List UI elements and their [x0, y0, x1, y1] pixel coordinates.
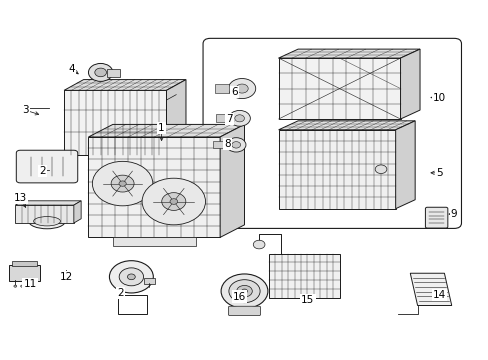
Circle shape	[88, 63, 113, 81]
FancyBboxPatch shape	[143, 278, 155, 284]
Circle shape	[235, 84, 248, 93]
Circle shape	[111, 175, 134, 192]
FancyBboxPatch shape	[9, 265, 40, 281]
Circle shape	[253, 240, 264, 249]
Text: 12: 12	[60, 272, 73, 282]
FancyBboxPatch shape	[425, 207, 447, 228]
Text: 7: 7	[226, 114, 233, 124]
Circle shape	[241, 289, 247, 293]
Circle shape	[162, 193, 185, 210]
Text: 16: 16	[232, 292, 246, 302]
FancyBboxPatch shape	[16, 150, 78, 183]
Polygon shape	[64, 90, 166, 155]
Text: 11: 11	[23, 279, 37, 289]
Polygon shape	[88, 137, 220, 237]
Polygon shape	[74, 201, 81, 223]
Polygon shape	[166, 80, 185, 155]
Polygon shape	[15, 205, 74, 223]
Circle shape	[236, 285, 252, 297]
Circle shape	[221, 274, 267, 309]
Circle shape	[127, 274, 135, 280]
Circle shape	[374, 165, 386, 174]
FancyBboxPatch shape	[268, 253, 339, 298]
Circle shape	[14, 285, 17, 287]
Polygon shape	[395, 121, 414, 209]
Circle shape	[109, 261, 153, 293]
Polygon shape	[278, 58, 400, 119]
Text: 13: 13	[14, 193, 27, 203]
Text: 5: 5	[435, 168, 442, 178]
Circle shape	[228, 280, 260, 303]
Text: 9: 9	[450, 209, 457, 219]
Text: 4: 4	[68, 64, 75, 74]
Polygon shape	[15, 201, 81, 205]
FancyBboxPatch shape	[215, 114, 229, 122]
Circle shape	[20, 285, 23, 287]
Circle shape	[234, 115, 244, 122]
Circle shape	[228, 111, 250, 126]
Circle shape	[170, 199, 177, 204]
Text: 10: 10	[432, 93, 445, 103]
FancyBboxPatch shape	[228, 306, 260, 316]
FancyBboxPatch shape	[12, 261, 37, 266]
Circle shape	[226, 138, 245, 152]
Circle shape	[231, 141, 240, 148]
Polygon shape	[278, 49, 419, 58]
Text: 2: 2	[117, 288, 123, 298]
Circle shape	[27, 285, 30, 287]
Polygon shape	[88, 125, 244, 137]
Circle shape	[92, 161, 153, 206]
FancyBboxPatch shape	[215, 84, 229, 93]
Circle shape	[95, 68, 106, 77]
Ellipse shape	[34, 217, 61, 226]
Text: 2: 2	[39, 166, 45, 176]
FancyBboxPatch shape	[213, 141, 227, 148]
Text: 8: 8	[224, 139, 230, 149]
Polygon shape	[220, 125, 244, 237]
Circle shape	[228, 78, 255, 99]
Text: 14: 14	[432, 290, 445, 300]
Polygon shape	[400, 49, 419, 119]
Text: 6: 6	[231, 87, 238, 97]
Polygon shape	[409, 273, 451, 306]
Text: 1: 1	[158, 123, 164, 133]
Ellipse shape	[29, 214, 65, 229]
Polygon shape	[278, 130, 395, 209]
Text: 3: 3	[22, 105, 28, 115]
Text: 15: 15	[301, 295, 314, 305]
Polygon shape	[278, 121, 414, 130]
Circle shape	[119, 181, 126, 186]
Polygon shape	[113, 237, 195, 246]
Polygon shape	[64, 80, 185, 90]
Circle shape	[142, 178, 205, 225]
Circle shape	[119, 268, 143, 286]
FancyBboxPatch shape	[107, 69, 120, 77]
